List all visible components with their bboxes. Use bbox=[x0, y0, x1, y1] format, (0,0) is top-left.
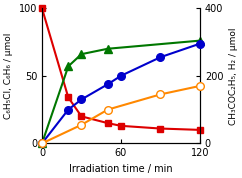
Y-axis label: C₆H₅Cl, C₆H₆ / μmol: C₆H₅Cl, C₆H₆ / μmol bbox=[4, 33, 13, 119]
Y-axis label: CH₃COC₂H₅, H₂ / μmol: CH₃COC₂H₅, H₂ / μmol bbox=[229, 27, 238, 125]
X-axis label: Irradiation time / min: Irradiation time / min bbox=[69, 164, 173, 174]
